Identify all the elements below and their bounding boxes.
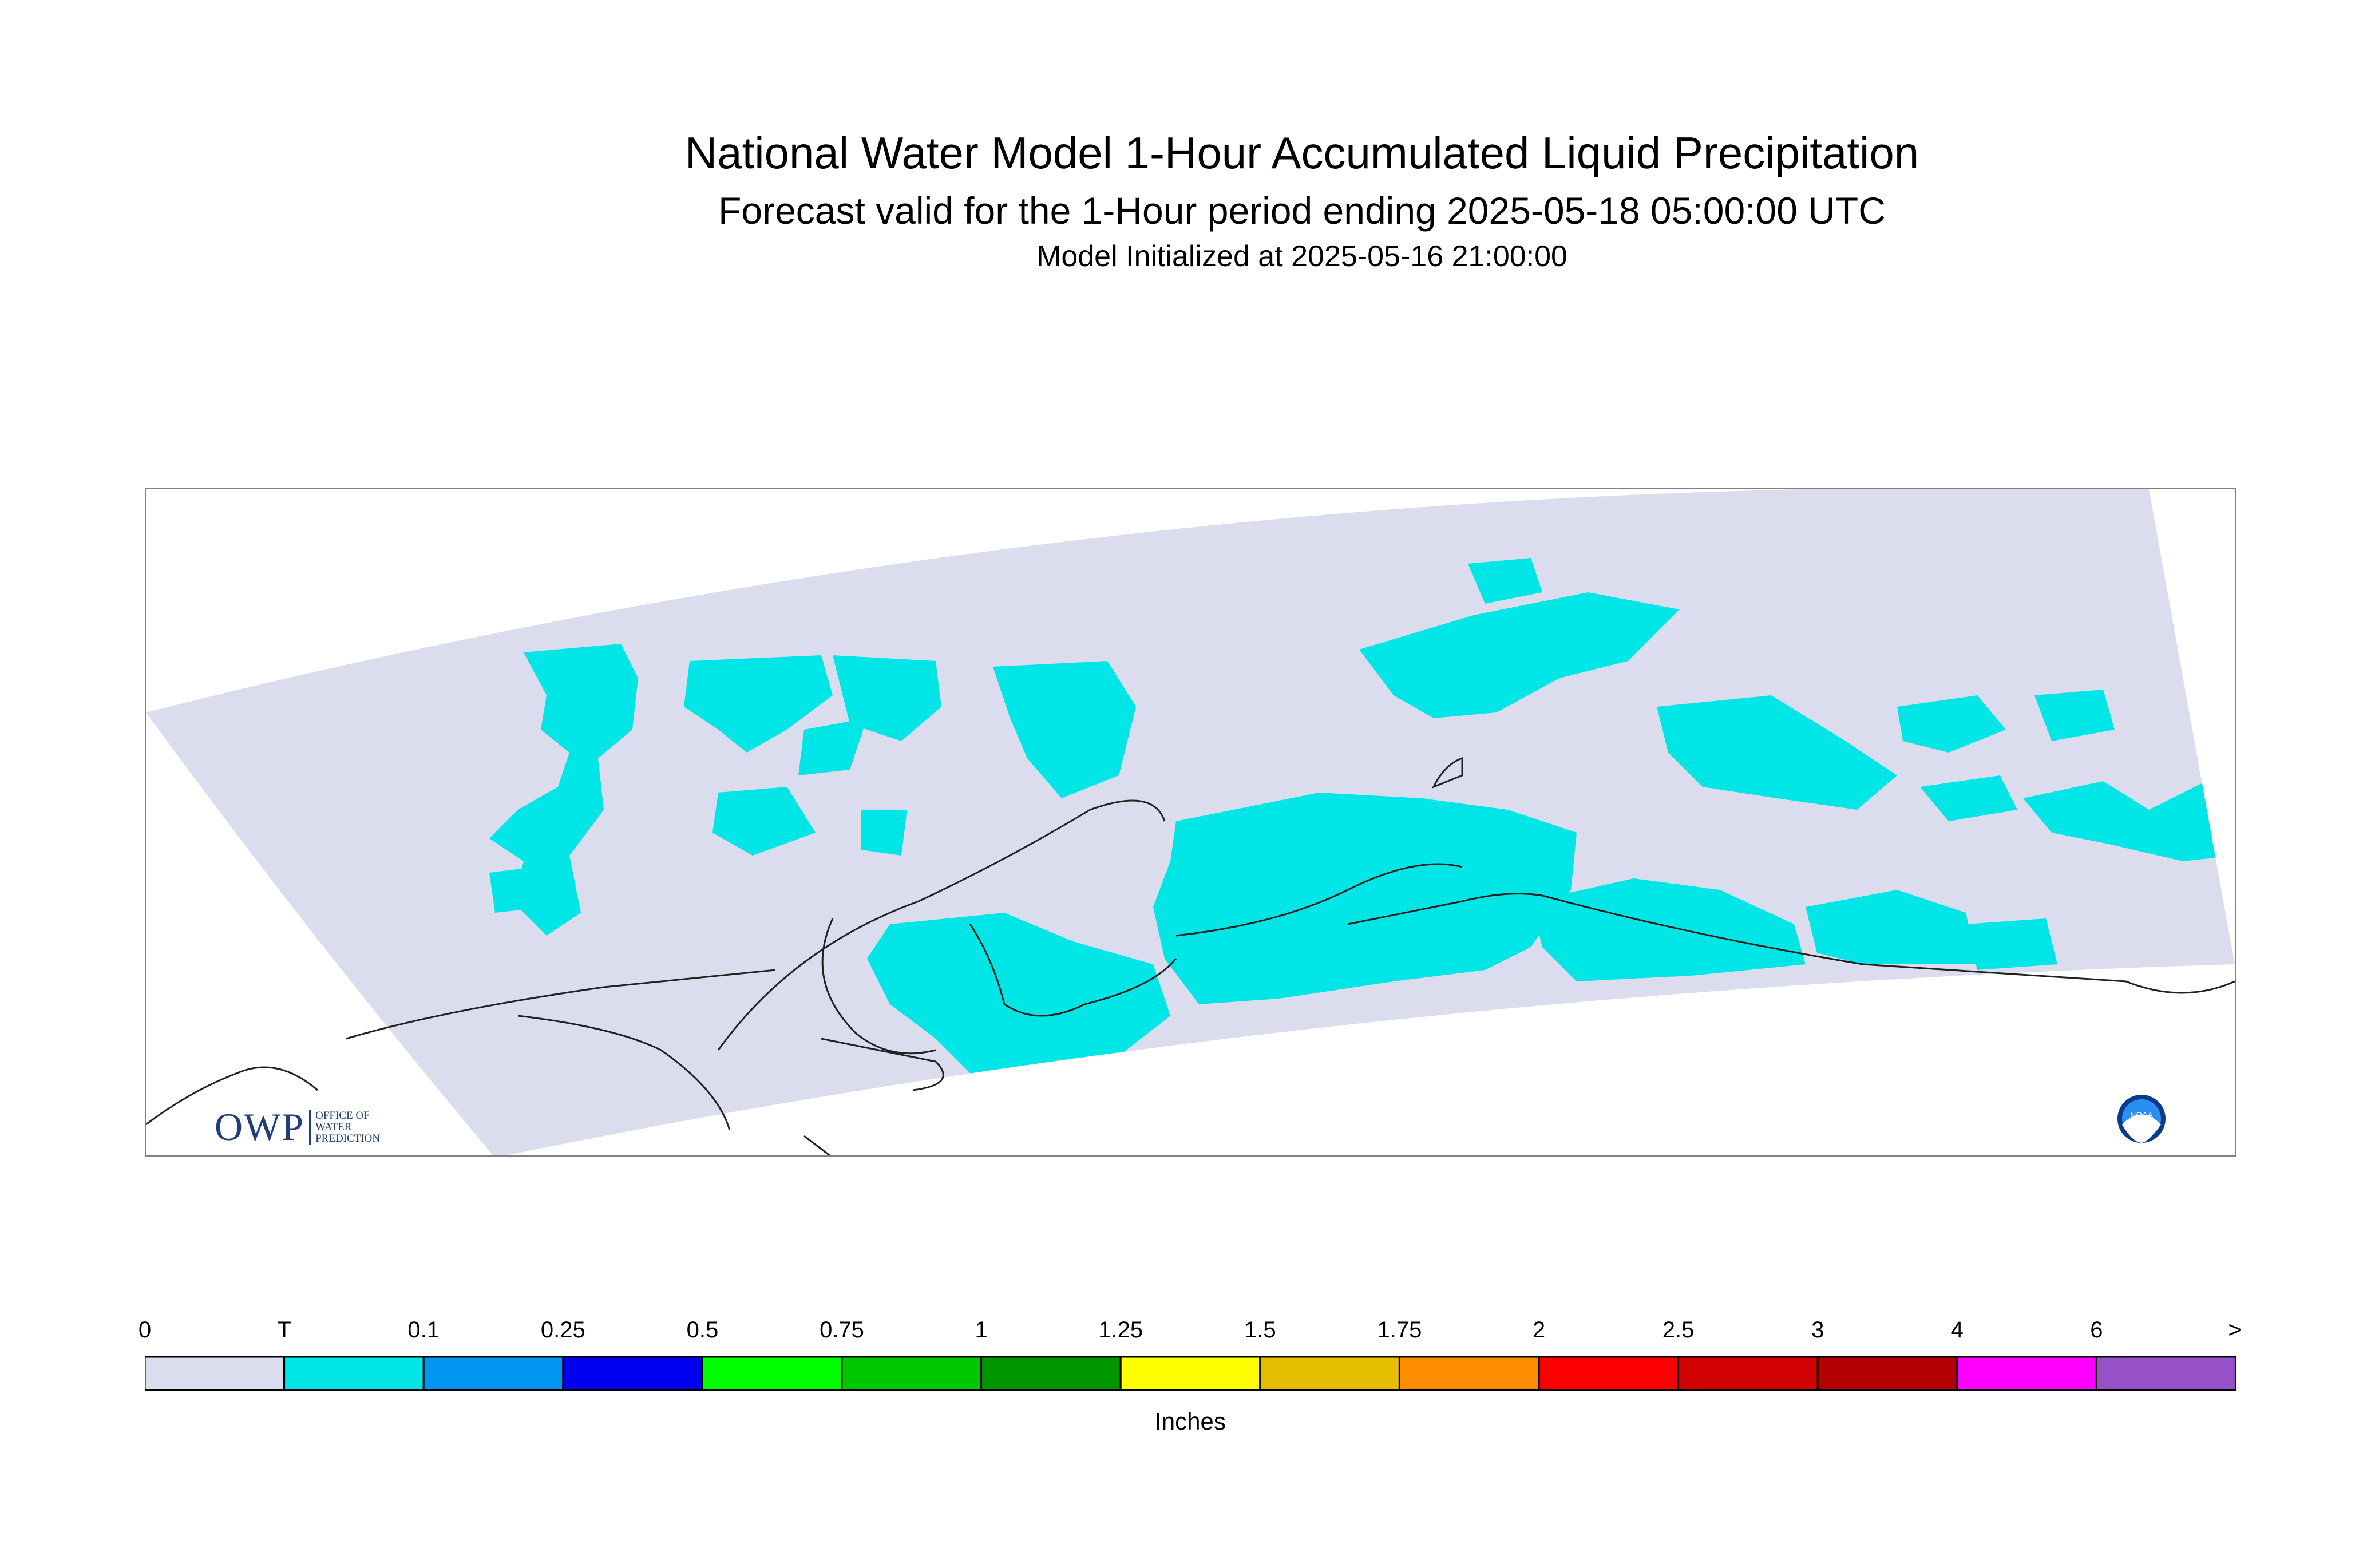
noaa-logo: NOAA: [2117, 1095, 2166, 1143]
precip-patch: [1966, 918, 2057, 970]
coastline: [717, 799, 1166, 1051]
colorbar-tick-label: 2: [1532, 1317, 1546, 1343]
colorbar-tick-label: 1: [975, 1317, 988, 1343]
colorbar-swatch: [283, 1356, 425, 1391]
precip-patch: [867, 913, 1170, 1079]
precip-patch: [1153, 793, 1577, 1004]
coastline: [1431, 757, 1463, 789]
trace-precipitation-areas: [489, 558, 2235, 1079]
colorbar-tick-label: T: [277, 1317, 291, 1343]
colorbar-tick-label: 1.75: [1377, 1317, 1422, 1343]
precip-patch: [2023, 775, 2235, 861]
colorbar-swatch: [562, 1356, 703, 1391]
precip-patch: [993, 661, 1136, 798]
model-init-text: Model Initialized at 2025-05-16 21:00:00: [1036, 240, 1568, 273]
owp-line-1: OFFICE OF: [315, 1109, 370, 1122]
colorbar-tick-label: >: [2228, 1317, 2242, 1343]
map-title: National Water Model 1-Hour Accumulated …: [684, 128, 1919, 178]
colorbar-tick-label: 1.5: [1244, 1317, 1276, 1343]
coastline: [346, 969, 776, 1040]
colorbar-swatch: [980, 1356, 1122, 1391]
precip-patch: [684, 655, 833, 753]
precip-patch: [1468, 558, 1542, 604]
colorbar-tick-label: 0.1: [407, 1317, 440, 1343]
precip-patch: [1531, 878, 1806, 981]
owp-divider: [309, 1109, 311, 1145]
precip-patch: [489, 867, 547, 913]
precip-patch: [798, 718, 867, 775]
owp-letters: OWP: [215, 1105, 305, 1149]
precip-patch: [1806, 890, 1977, 964]
owp-logo: OWP OFFICE OF WATER PREDICTION: [215, 1104, 380, 1150]
noaa-label: NOAA: [2130, 1110, 2153, 1119]
colorbar-swatch: [1538, 1356, 1680, 1391]
colorbar-tick-label: 2.5: [1662, 1317, 1695, 1343]
colorbar-swatch: [701, 1356, 843, 1391]
colorbar-swatch: [1677, 1356, 1819, 1391]
owp-line-3: PREDICTION: [315, 1132, 381, 1145]
coastline: [821, 1038, 944, 1091]
precip-patch: [1920, 775, 2017, 821]
coastline: [803, 1135, 832, 1155]
colorbar-tick-label: 0.25: [540, 1317, 585, 1343]
coastlines: [146, 757, 2235, 1155]
precip-patch: [833, 655, 941, 741]
units-label: Inches: [1155, 1408, 1226, 1435]
colorbar-swatch: [1956, 1356, 2097, 1391]
precip-patch: [712, 787, 816, 856]
coastline: [969, 924, 1177, 1017]
coastline: [517, 1015, 731, 1131]
coastline: [1175, 863, 1463, 937]
colorbar-swatch: [422, 1356, 564, 1391]
precip-patch: [1359, 592, 1680, 718]
precip-patch: [1657, 695, 1897, 810]
coastline: [1542, 894, 2235, 994]
owp-subtext: OFFICE OF WATER PREDICTION: [315, 1110, 380, 1145]
owp-line-2: WATER: [315, 1120, 352, 1133]
coastline: [146, 1066, 318, 1126]
forecast-valid-subtitle: Forecast valid for the 1-Hour period end…: [718, 189, 1886, 232]
precip-patch: [489, 644, 638, 936]
colorbar-swatch: [1398, 1356, 1540, 1391]
colorbar-swatch: [145, 1356, 286, 1391]
colorbar-swatch: [2095, 1356, 2236, 1391]
colorbar-tick-label: 0.5: [686, 1317, 719, 1343]
colorbar-tick-label: 3: [1811, 1317, 1824, 1343]
colorbar-tick-label: 0.75: [820, 1317, 864, 1343]
colorbar: [145, 1356, 2236, 1391]
colorbar-tick-label: 0: [138, 1317, 152, 1343]
colorbar-swatch: [1259, 1356, 1400, 1391]
precip-patch: [2034, 690, 2115, 741]
coastline: [821, 918, 936, 1055]
precipitation-map: NOAA OWP OFFICE OF WATER PREDICTION: [145, 488, 2236, 1157]
colorbar-tick-label: 6: [2090, 1317, 2103, 1343]
coastline: [1347, 893, 1543, 925]
colorbar-swatch: [1119, 1356, 1261, 1391]
colorbar-tick-label: 4: [1950, 1317, 1964, 1343]
colorbar-tick-label: 1.25: [1098, 1317, 1143, 1343]
colorbar-swatch: [841, 1356, 983, 1391]
precip-patch: [861, 810, 907, 856]
precip-patch: [1897, 695, 2006, 753]
map-canvas: NOAA: [146, 489, 2235, 1155]
colorbar-swatch: [1816, 1356, 1958, 1391]
